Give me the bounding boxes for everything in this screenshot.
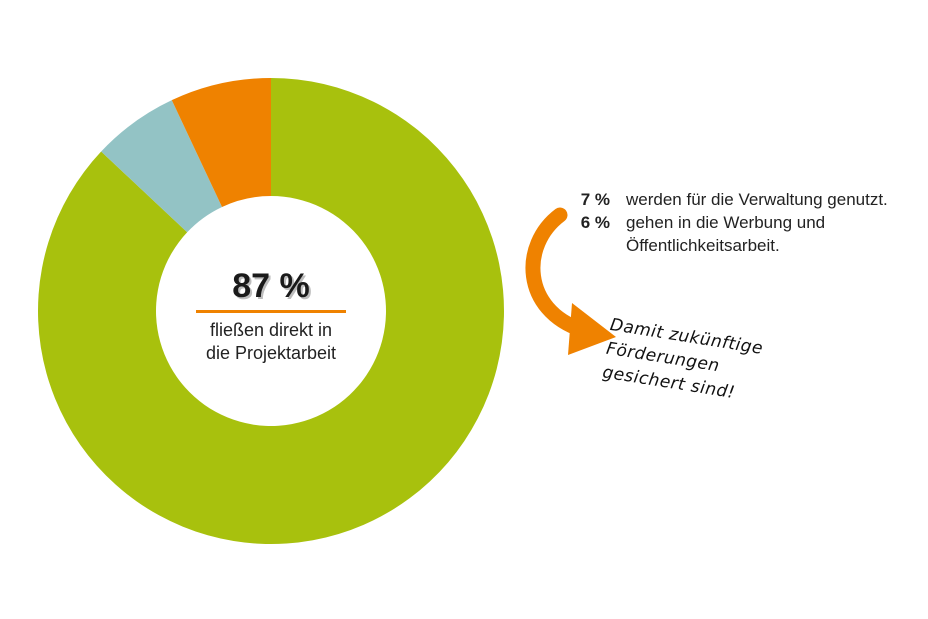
- center-divider: [196, 310, 346, 313]
- legend: 7 % werden für die Verwaltung genutzt. 6…: [560, 188, 920, 257]
- donut-slice-2: [171, 78, 271, 207]
- center-label: 87 % fließen direkt in die Projektarbeit: [171, 266, 371, 365]
- donut-slice-0: [37, 78, 504, 544]
- legend-row-werbung: 6 % gehen in die Werbung und Öffentlichk…: [560, 211, 920, 257]
- center-text-line2: die Projektarbeit: [205, 343, 337, 363]
- donut-slices: [37, 78, 504, 544]
- legend-row-verwaltung: 7 % werden für die Verwaltung genutzt.: [560, 188, 920, 211]
- legend-pct: 6 %: [580, 213, 610, 232]
- legend-text: gehen in die Werbung und Öffentlichkeits…: [626, 213, 826, 255]
- legend-text: werden für die Verwaltung genutzt.: [626, 190, 888, 209]
- legend-pct: 7 %: [580, 190, 610, 209]
- curved-arrow-icon: [525, 207, 616, 355]
- handwritten-note: Damit zukünftige Förderungen gesichert s…: [601, 313, 810, 415]
- center-text-line1: fließen direkt in: [209, 320, 333, 340]
- donut-chart: [37, 78, 504, 544]
- center-percentage: 87 %: [232, 267, 310, 305]
- donut-slice-1: [101, 100, 223, 233]
